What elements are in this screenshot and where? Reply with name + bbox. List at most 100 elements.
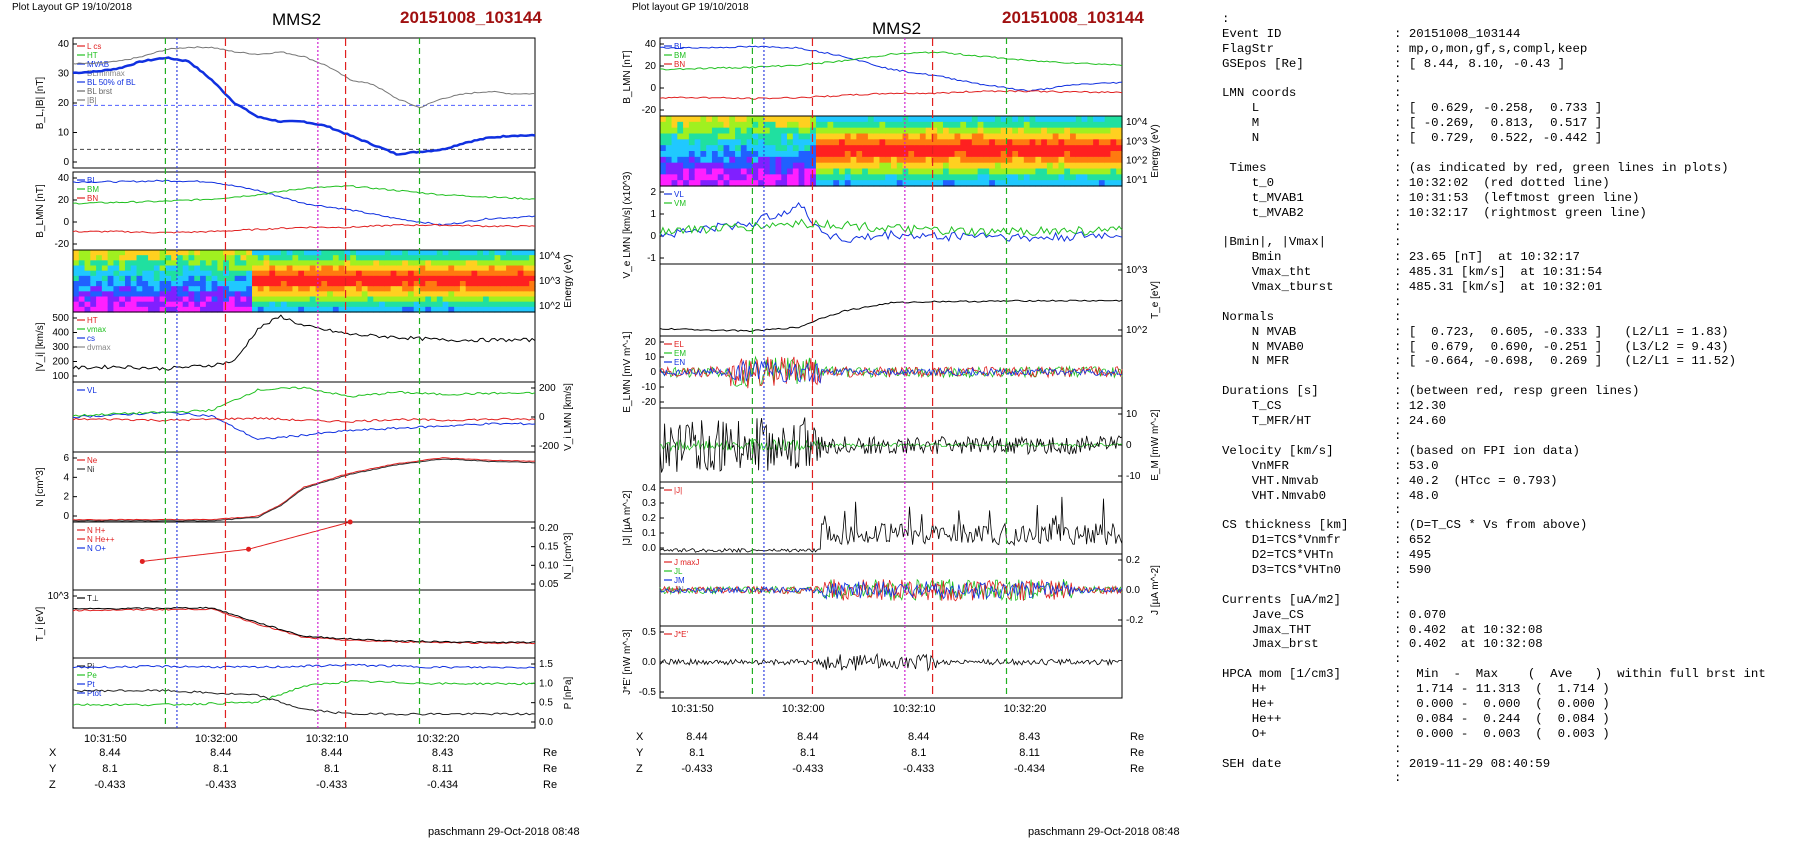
heatmap-cell <box>1087 133 1094 140</box>
heatmap-cell <box>821 162 829 170</box>
heatmap-cell <box>217 301 224 308</box>
heatmap-cell <box>856 145 863 152</box>
heatmap-cell <box>78 301 86 308</box>
heatmap-cell <box>107 255 115 261</box>
heatmap-cell <box>517 286 525 292</box>
heatmap-cell <box>327 250 334 256</box>
heatmap-cell <box>506 265 513 272</box>
info-row: He++: 0.084 - 0.244 ( 0.084 ) <box>1222 712 1766 727</box>
heatmap-cell <box>171 286 178 292</box>
heatmap-cell <box>1029 145 1036 152</box>
heatmap-cell <box>494 281 501 287</box>
heatmap-cell <box>269 286 276 292</box>
heatmap-cell <box>896 116 904 123</box>
info-key: Jmax_THT <box>1222 622 1312 637</box>
heatmap-cell <box>891 145 898 152</box>
heatmap-cell <box>752 162 759 170</box>
heatmap-cell <box>269 270 276 277</box>
heatmap-cell <box>902 151 909 158</box>
heatmap-cell <box>752 151 759 158</box>
heatmap-cell <box>367 265 374 272</box>
heatmap-cell <box>182 250 190 256</box>
heatmap-cell <box>107 265 115 272</box>
heatmap-cell <box>425 275 432 282</box>
left-event-id: 20151008_103144 <box>400 8 542 27</box>
tick-label: -0.2 <box>1126 615 1144 626</box>
info-key: O+ <box>1222 726 1267 741</box>
heatmap-cell <box>775 151 782 158</box>
tick-label: 0.5 <box>642 627 656 638</box>
coords-value: 8.44 <box>321 747 343 759</box>
coords-value: -0.433 <box>316 779 348 791</box>
heatmap-cell <box>1093 162 1100 170</box>
heatmap-cell <box>665 127 673 135</box>
heatmap-cell <box>252 296 259 303</box>
heatmap-cell <box>677 174 684 181</box>
heatmap-cell <box>954 156 961 164</box>
heatmap-cell <box>384 250 392 256</box>
heatmap-cell <box>1081 133 1088 140</box>
heatmap-cell <box>419 301 426 308</box>
heatmap-cell <box>107 286 115 292</box>
heatmap-cell <box>506 260 513 267</box>
heatmap-cell <box>740 133 748 140</box>
series-line <box>659 90 1123 100</box>
heatmap-cell <box>315 291 322 298</box>
heatmap-cell <box>402 301 409 308</box>
heatmap-cell <box>914 116 921 123</box>
info-value: : 40.2 (HTcc = 0.793) <box>1394 473 1558 488</box>
heatmap-cell <box>494 296 501 303</box>
heatmap-cell <box>1070 133 1077 140</box>
info-value: : 0.084 - 0.244 ( 0.084 ) <box>1394 711 1610 726</box>
tick-label: 0 <box>1126 440 1132 451</box>
heatmap-cell <box>1046 139 1054 146</box>
heatmap-cell <box>867 145 875 152</box>
heatmap-cell <box>942 127 950 135</box>
heatmap-cell <box>338 255 346 261</box>
heatmap-cell <box>211 250 218 256</box>
heatmap-cell <box>286 281 294 287</box>
heatmap-cell <box>142 250 149 256</box>
heatmap-cell <box>1093 133 1100 140</box>
heatmap-cell <box>833 127 840 135</box>
legend-label: Ne <box>87 456 98 465</box>
heatmap-cell <box>107 301 115 308</box>
heatmap-cell <box>763 168 771 175</box>
heatmap-cell <box>763 127 771 135</box>
heatmap-cell <box>966 121 973 129</box>
heatmap-cell <box>332 270 340 277</box>
coords-unit: Re <box>1130 747 1145 759</box>
heatmap-cell <box>477 270 484 277</box>
heatmap-cell <box>798 127 805 135</box>
heatmap-cell <box>1104 168 1112 175</box>
heatmap-cell <box>315 301 322 308</box>
heatmap-cell <box>84 291 91 298</box>
heatmap-cell <box>1041 162 1048 170</box>
heatmap-cell <box>338 260 346 267</box>
heatmap-cell <box>983 151 990 158</box>
heatmap-cell <box>500 296 507 303</box>
heatmap-cell <box>665 162 673 170</box>
heatmap-cell <box>361 250 369 256</box>
heatmap-cell <box>298 306 305 313</box>
heatmap-cell <box>989 133 996 140</box>
heatmap-cell <box>1104 133 1112 140</box>
heatmap-cell <box>436 291 444 298</box>
heatmap-cell <box>977 174 984 181</box>
tick-label: 0.15 <box>539 542 559 553</box>
heatmap-cell <box>263 306 270 313</box>
heatmap-cell <box>706 127 713 135</box>
heatmap-cell <box>257 250 265 256</box>
heatmap-cell <box>413 250 421 256</box>
heatmap-cell <box>792 133 800 140</box>
tick-label: 0.0 <box>539 717 553 728</box>
info-row: He+: 0.000 - 0.000 ( 0.000 ) <box>1222 697 1766 712</box>
heatmap-cell <box>948 145 956 152</box>
heatmap-cell <box>257 275 265 282</box>
heatmap-cell <box>413 255 421 261</box>
heatmap-cell <box>1075 156 1083 164</box>
heatmap-cell <box>1023 133 1031 140</box>
heatmap-cell <box>350 291 357 298</box>
heatmap-cell <box>223 291 230 298</box>
heatmap-cell <box>240 255 247 261</box>
